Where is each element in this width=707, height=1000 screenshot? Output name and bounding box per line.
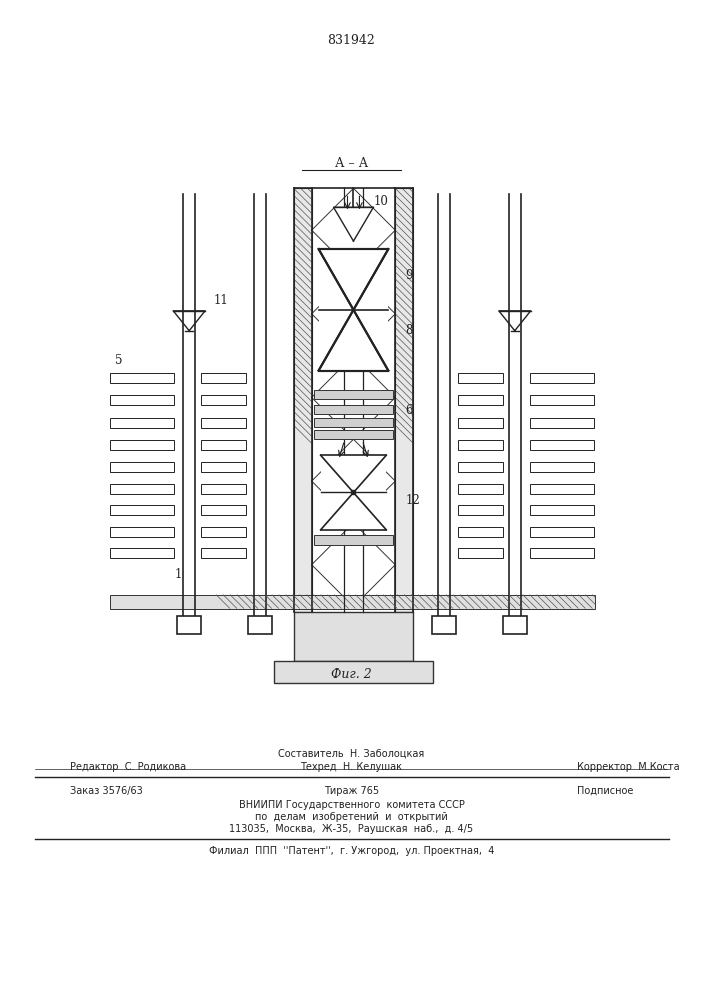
Bar <box>530 505 595 515</box>
Text: Филиал  ППП  ''Патент'',  г. Ужгород,  ул. Проектная,  4: Филиал ППП ''Патент'', г. Ужгород, ул. П… <box>209 846 494 856</box>
Text: Техред  Н. Келушак: Техред Н. Келушак <box>300 762 402 772</box>
Bar <box>110 505 174 515</box>
Bar <box>201 418 246 428</box>
Bar <box>201 505 246 515</box>
Polygon shape <box>293 188 312 612</box>
Bar <box>110 527 174 537</box>
Bar <box>530 548 595 558</box>
Bar <box>458 548 503 558</box>
Text: 6: 6 <box>405 404 413 417</box>
Bar <box>458 505 503 515</box>
Bar <box>503 616 527 634</box>
Text: Фиг. 2: Фиг. 2 <box>331 668 372 681</box>
Text: Подписное: Подписное <box>578 786 634 796</box>
Polygon shape <box>314 405 393 414</box>
Bar <box>458 440 503 450</box>
Text: Редактор  С. Родикова: Редактор С. Родикова <box>70 762 186 772</box>
Polygon shape <box>314 535 393 545</box>
Text: 10: 10 <box>373 195 388 208</box>
Bar <box>458 395 503 405</box>
Bar <box>201 395 246 405</box>
Text: 113035,  Москва,  Ж-35,  Раушская  наб.,  д. 4/5: 113035, Москва, Ж-35, Раушская наб., д. … <box>229 824 474 834</box>
Polygon shape <box>314 430 393 439</box>
Text: по  делам  изобретений  и  открытий: по делам изобретений и открытий <box>255 812 448 822</box>
Text: Составитель  Н. Заболоцкая: Составитель Н. Заболоцкая <box>279 749 425 759</box>
Bar <box>201 548 246 558</box>
Bar <box>530 462 595 472</box>
Bar <box>530 373 595 383</box>
Bar <box>110 395 174 405</box>
Bar <box>201 527 246 537</box>
Text: Тираж 765: Тираж 765 <box>324 786 379 796</box>
Bar <box>458 462 503 472</box>
Bar <box>201 373 246 383</box>
Bar <box>110 440 174 450</box>
Bar <box>334 207 373 249</box>
Text: 9: 9 <box>405 269 413 282</box>
Bar <box>458 418 503 428</box>
Bar <box>201 484 246 494</box>
Text: А – А: А – А <box>335 157 368 170</box>
Bar <box>248 616 271 634</box>
Text: 12: 12 <box>405 493 420 506</box>
Polygon shape <box>274 661 433 683</box>
Polygon shape <box>293 612 413 661</box>
Bar <box>458 373 503 383</box>
Text: 1: 1 <box>174 568 182 581</box>
Bar <box>110 484 174 494</box>
Polygon shape <box>314 390 393 399</box>
Bar <box>319 249 388 371</box>
Text: 11: 11 <box>214 294 229 307</box>
Text: 8: 8 <box>405 324 413 337</box>
Bar <box>530 395 595 405</box>
Bar <box>432 616 456 634</box>
Polygon shape <box>395 188 413 612</box>
Bar <box>320 455 386 530</box>
Text: Заказ 3576/63: Заказ 3576/63 <box>70 786 142 796</box>
Bar <box>110 373 174 383</box>
Bar <box>530 440 595 450</box>
Bar <box>458 527 503 537</box>
Bar <box>530 418 595 428</box>
Polygon shape <box>314 418 393 427</box>
Text: 831942: 831942 <box>327 34 375 47</box>
Bar <box>110 462 174 472</box>
Bar <box>177 616 201 634</box>
Bar <box>110 548 174 558</box>
Bar <box>110 418 174 428</box>
Bar <box>458 484 503 494</box>
Polygon shape <box>110 595 595 609</box>
Text: 5: 5 <box>115 354 122 367</box>
Text: Корректор  М.Коста: Корректор М.Коста <box>578 762 680 772</box>
Bar <box>201 440 246 450</box>
Bar <box>530 527 595 537</box>
Bar <box>530 484 595 494</box>
Text: ВНИИПИ Государственного  комитета СССР: ВНИИПИ Государственного комитета СССР <box>238 800 464 810</box>
Bar <box>201 462 246 472</box>
